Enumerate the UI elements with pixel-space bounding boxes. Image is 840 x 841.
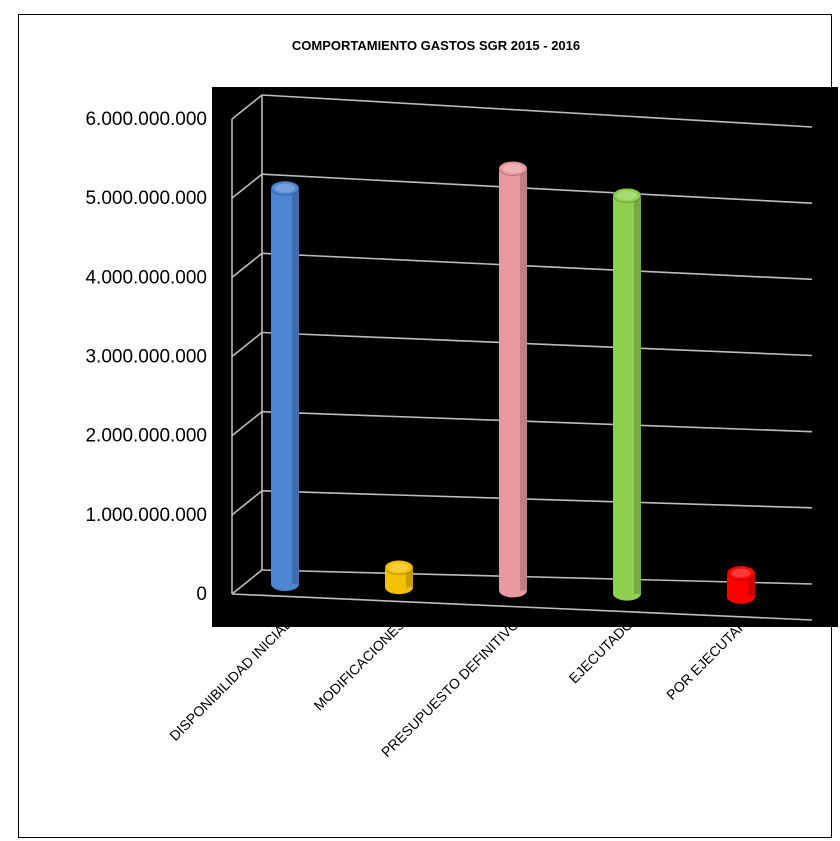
gridline-side [231, 411, 263, 437]
bar [498, 160, 528, 598]
y-tick-label: 2.000.000.000 [85, 426, 207, 447]
bars [270, 160, 756, 604]
y-tick-label: 6.000.000.000 [85, 109, 207, 130]
gridline [261, 410, 813, 433]
gridline-side [231, 569, 263, 595]
category-label: POR EJECUTAR [663, 616, 750, 703]
bar [270, 180, 300, 591]
bar [384, 559, 414, 595]
category-labels: DISPONIBILIDAD INICIAL MODIFICACIONESPRES… [166, 616, 750, 760]
gridline-side [231, 173, 263, 199]
category-label: PRESUPUESTO DEFINITIVO [378, 616, 522, 760]
y-tick-label: 0 [196, 584, 207, 605]
gridline [261, 331, 813, 357]
y-tick-label: 3.000.000.000 [85, 347, 207, 368]
gridline-side [231, 94, 263, 120]
y-tick-label: 5.000.000.000 [85, 188, 207, 209]
bar [612, 187, 642, 601]
gridline [261, 252, 813, 281]
y-tick-label: 4.000.000.000 [85, 267, 207, 288]
y-tick-label: 1.000.000.000 [85, 505, 207, 526]
gridline [261, 569, 813, 585]
category-label: MODIFICACIONES [310, 616, 408, 714]
y-tick-labels: 0 1.000.000.000 2.000.000.000 3.000.000.000… [85, 109, 207, 605]
gridlines [231, 94, 813, 621]
gridline [261, 490, 813, 509]
gridline [261, 94, 813, 128]
chart-title: COMPORTAMIENTO GASTOS SGR 2015 - 2016 [292, 38, 580, 53]
gridline [261, 173, 813, 204]
bar [726, 565, 756, 604]
gridline-side [231, 331, 263, 358]
x-axis-line [231, 593, 813, 621]
category-label: DISPONIBILIDAD INICIAL [166, 616, 294, 744]
gridline-side [231, 252, 263, 278]
gridline-side [231, 490, 263, 516]
